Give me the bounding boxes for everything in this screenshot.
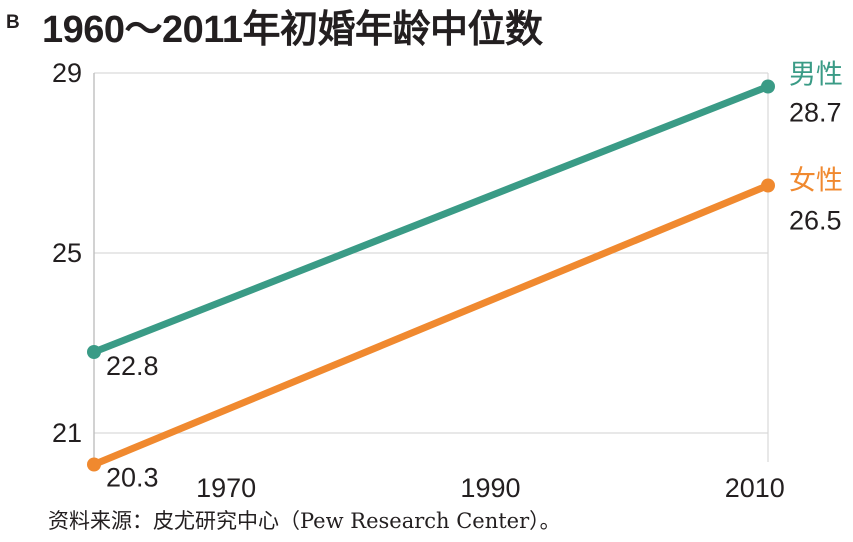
data-point [761, 178, 775, 193]
series-name-female: 女性 [789, 166, 843, 197]
y-tick-label: 25 [52, 238, 82, 268]
chart-title: 1960～2011年初婚年龄中位数 [42, 9, 543, 51]
panel-label: B [6, 12, 20, 33]
x-tick-label: 1990 [460, 473, 520, 503]
x-tick-label: 2010 [725, 473, 785, 503]
data-label: 20.3 [106, 463, 159, 493]
data-label: 26.5 [789, 206, 842, 236]
series-line-male [90, 83, 772, 356]
data-labels: 22.8 28.7 20.3 26.5 [106, 98, 842, 493]
data-point [761, 79, 775, 94]
data-point [87, 345, 101, 359]
data-label: 22.8 [106, 351, 159, 381]
data-label: 28.7 [789, 98, 842, 128]
x-tick-label: 1970 [196, 473, 256, 503]
series-lines [87, 79, 775, 472]
y-axis-ticks: 29 25 21 [52, 58, 82, 448]
series-name-male: 男性 [789, 60, 843, 91]
y-tick-label: 29 [52, 58, 82, 88]
source-note: 资料来源：皮尤研究中心（Pew Research Center）。 [48, 509, 561, 533]
gridlines [93, 72, 769, 462]
series-line-female [90, 182, 772, 468]
y-tick-label: 21 [52, 418, 82, 448]
data-point [87, 457, 101, 472]
x-axis-ticks: 1970 1990 2010 [196, 473, 785, 503]
